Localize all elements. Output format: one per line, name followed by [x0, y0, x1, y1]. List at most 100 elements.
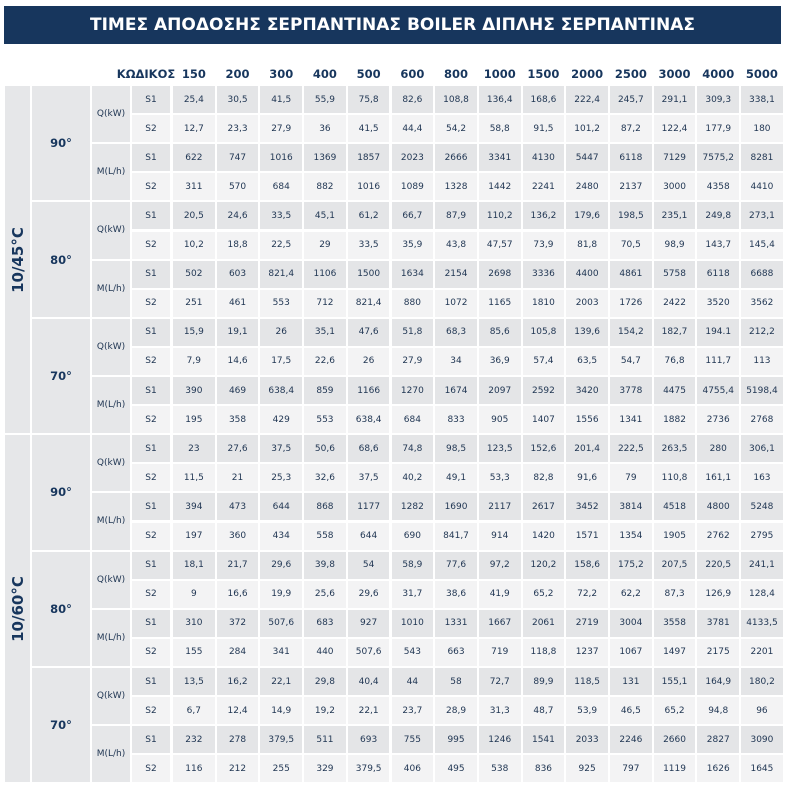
- cell: 108,8: [435, 86, 477, 114]
- row-label: S2: [132, 347, 170, 375]
- row-label: S2: [132, 697, 170, 725]
- cell: 2201: [741, 638, 783, 666]
- cell-text: 31,7: [402, 589, 423, 600]
- cell-text: 1905: [663, 531, 686, 542]
- cell-text: 91,5: [533, 123, 554, 134]
- cell-text: 38,6: [446, 589, 467, 600]
- cell-text: 2117: [488, 501, 512, 512]
- cell: 27,9: [260, 115, 303, 143]
- cell: 644: [260, 493, 303, 521]
- row-label: S2: [132, 580, 170, 608]
- cell-text: 2768: [750, 414, 774, 425]
- cell-text: 10,2: [183, 240, 204, 251]
- cell: 4130: [522, 144, 565, 172]
- cell: 53,9: [566, 697, 608, 725]
- row-label-text: S2: [145, 414, 157, 425]
- row-label-text: S2: [145, 472, 157, 483]
- cell-text: 26: [362, 356, 375, 367]
- cell: 684: [260, 173, 303, 201]
- cell: 54,7: [610, 347, 652, 375]
- cell-text: 2246: [619, 734, 643, 745]
- cell-text: 833: [447, 414, 465, 425]
- cell-text: 502: [185, 269, 203, 280]
- cell-text: 44,4: [402, 123, 423, 134]
- cell-text: 836: [534, 763, 553, 774]
- cell: 212,2: [741, 318, 783, 346]
- cell: 2592: [522, 377, 565, 405]
- cell-text: 21,7: [227, 560, 248, 571]
- cell-text: 4861: [619, 269, 643, 280]
- row-label-text: S1: [145, 734, 157, 745]
- cell: 24,6: [216, 202, 259, 230]
- cell: 1541: [522, 726, 565, 754]
- cell: 1016: [260, 144, 303, 172]
- cell: 3090: [741, 726, 783, 754]
- cell-text: 1500: [357, 269, 381, 280]
- cell: 7,9: [173, 347, 215, 375]
- temp-label-text: 80°: [50, 252, 72, 267]
- cell-text: 821,4: [268, 269, 295, 280]
- cell-text: 1667: [488, 618, 512, 629]
- cell-text: 73,9: [533, 240, 554, 251]
- cell: 37,5: [347, 464, 390, 492]
- cell-text: 168,6: [530, 94, 557, 105]
- cell-text: 63,5: [577, 356, 598, 367]
- group-label-text: 10/45°C: [8, 226, 27, 293]
- cell-text: 22,1: [271, 676, 292, 687]
- cell: 1270: [391, 377, 434, 405]
- cell: 553: [260, 289, 303, 317]
- cell-text: 2762: [706, 531, 730, 542]
- cell-text: 145,4: [749, 240, 775, 251]
- cell-text: 1166: [357, 385, 381, 396]
- row-label: S1: [132, 318, 170, 346]
- cell: 50,6: [304, 435, 346, 463]
- code-text: 200: [225, 67, 250, 81]
- row-label-text: S1: [145, 676, 157, 687]
- title-bar: ΤΙΜΕΣ ΑΠΟΔΟΣΗΣ ΣΕΡΠΑΝΤΙΝΑΣ BOILER ΔΙΠΛΗΣ…: [4, 6, 781, 44]
- cell: 284: [216, 638, 259, 666]
- cell: 2241: [522, 173, 565, 201]
- cell-text: 37,5: [271, 443, 292, 454]
- cell-text: 2033: [575, 734, 599, 745]
- row-label: S2: [132, 522, 170, 550]
- cell-text: 101,2: [574, 123, 601, 134]
- cell-text: 22,1: [358, 705, 379, 716]
- cell: 2666: [435, 144, 477, 172]
- cell: 220,5: [697, 551, 740, 579]
- cell-text: 87,3: [664, 589, 685, 600]
- cell-text: 195: [185, 414, 203, 425]
- cell: 833: [435, 406, 477, 434]
- cell: 2061: [522, 609, 565, 637]
- cell-text: 68,3: [446, 327, 467, 338]
- cell-text: 14,9: [271, 705, 292, 716]
- cell: 1072: [435, 289, 477, 317]
- cell: 461: [216, 289, 259, 317]
- cell-text: 2698: [488, 269, 512, 280]
- measure-label: M(L/h): [92, 144, 130, 201]
- cell: 39,8: [304, 551, 346, 579]
- cell-text: 18,8: [227, 240, 248, 251]
- cell-text: 23,7: [402, 705, 423, 716]
- cell: 1571: [566, 522, 608, 550]
- cell: 10,2: [173, 231, 215, 259]
- cell-text: 4400: [575, 269, 599, 280]
- measure-label-text: Q(kW): [96, 458, 126, 469]
- cell: 538: [478, 755, 521, 783]
- cell: 3781: [697, 609, 740, 637]
- row-label: S1: [132, 668, 170, 696]
- row-label-text: S2: [145, 298, 157, 309]
- cell: 859: [304, 377, 346, 405]
- cell: 2768: [741, 406, 783, 434]
- cell: 1645: [741, 755, 783, 783]
- measure-label-text: Q(kW): [96, 225, 126, 236]
- cell: 34: [435, 347, 477, 375]
- row-label: S2: [132, 115, 170, 143]
- code-text: 4000: [702, 67, 735, 81]
- cell-text: 1016: [269, 152, 293, 163]
- code: 800: [434, 64, 478, 84]
- cell: 155,1: [653, 668, 696, 696]
- cell: 82,8: [522, 464, 565, 492]
- cell: 87,9: [435, 202, 477, 230]
- cell-text: 27,9: [402, 356, 423, 367]
- cell: 469: [216, 377, 259, 405]
